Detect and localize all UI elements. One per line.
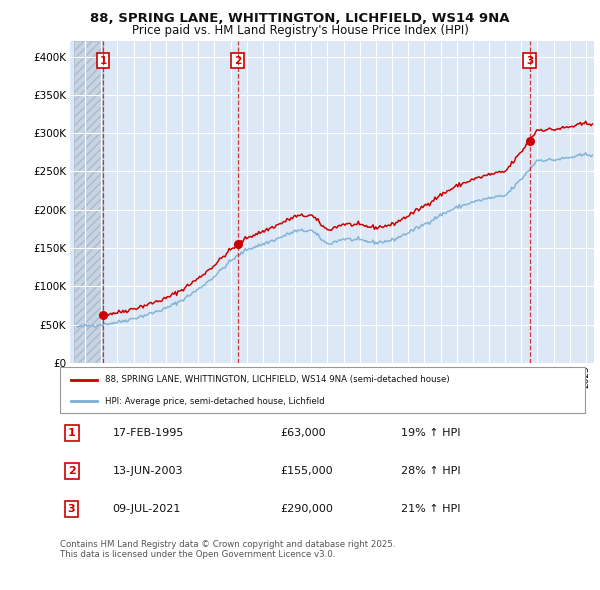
Text: 19% ↑ HPI: 19% ↑ HPI — [401, 428, 461, 438]
Text: 21% ↑ HPI: 21% ↑ HPI — [401, 504, 461, 514]
Text: 09-JUL-2021: 09-JUL-2021 — [113, 504, 181, 514]
Text: Contains HM Land Registry data © Crown copyright and database right 2025.
This d: Contains HM Land Registry data © Crown c… — [60, 540, 395, 559]
Text: 88, SPRING LANE, WHITTINGTON, LICHFIELD, WS14 9NA (semi-detached house): 88, SPRING LANE, WHITTINGTON, LICHFIELD,… — [104, 375, 449, 384]
Text: 2: 2 — [234, 56, 241, 65]
Text: HPI: Average price, semi-detached house, Lichfield: HPI: Average price, semi-detached house,… — [104, 397, 324, 406]
Text: 1: 1 — [100, 56, 107, 65]
Text: £290,000: £290,000 — [281, 504, 334, 514]
Text: 3: 3 — [526, 56, 533, 65]
Text: 13-JUN-2003: 13-JUN-2003 — [113, 466, 183, 476]
Text: £155,000: £155,000 — [281, 466, 333, 476]
Bar — [74, 41, 103, 363]
Text: 2: 2 — [68, 466, 76, 476]
Text: 17-FEB-1995: 17-FEB-1995 — [113, 428, 184, 438]
Text: 88, SPRING LANE, WHITTINGTON, LICHFIELD, WS14 9NA: 88, SPRING LANE, WHITTINGTON, LICHFIELD,… — [90, 12, 510, 25]
Text: £63,000: £63,000 — [281, 428, 326, 438]
Text: Price paid vs. HM Land Registry's House Price Index (HPI): Price paid vs. HM Land Registry's House … — [131, 24, 469, 37]
Text: 28% ↑ HPI: 28% ↑ HPI — [401, 466, 461, 476]
Text: 3: 3 — [68, 504, 76, 514]
FancyBboxPatch shape — [60, 367, 585, 413]
Text: 1: 1 — [68, 428, 76, 438]
